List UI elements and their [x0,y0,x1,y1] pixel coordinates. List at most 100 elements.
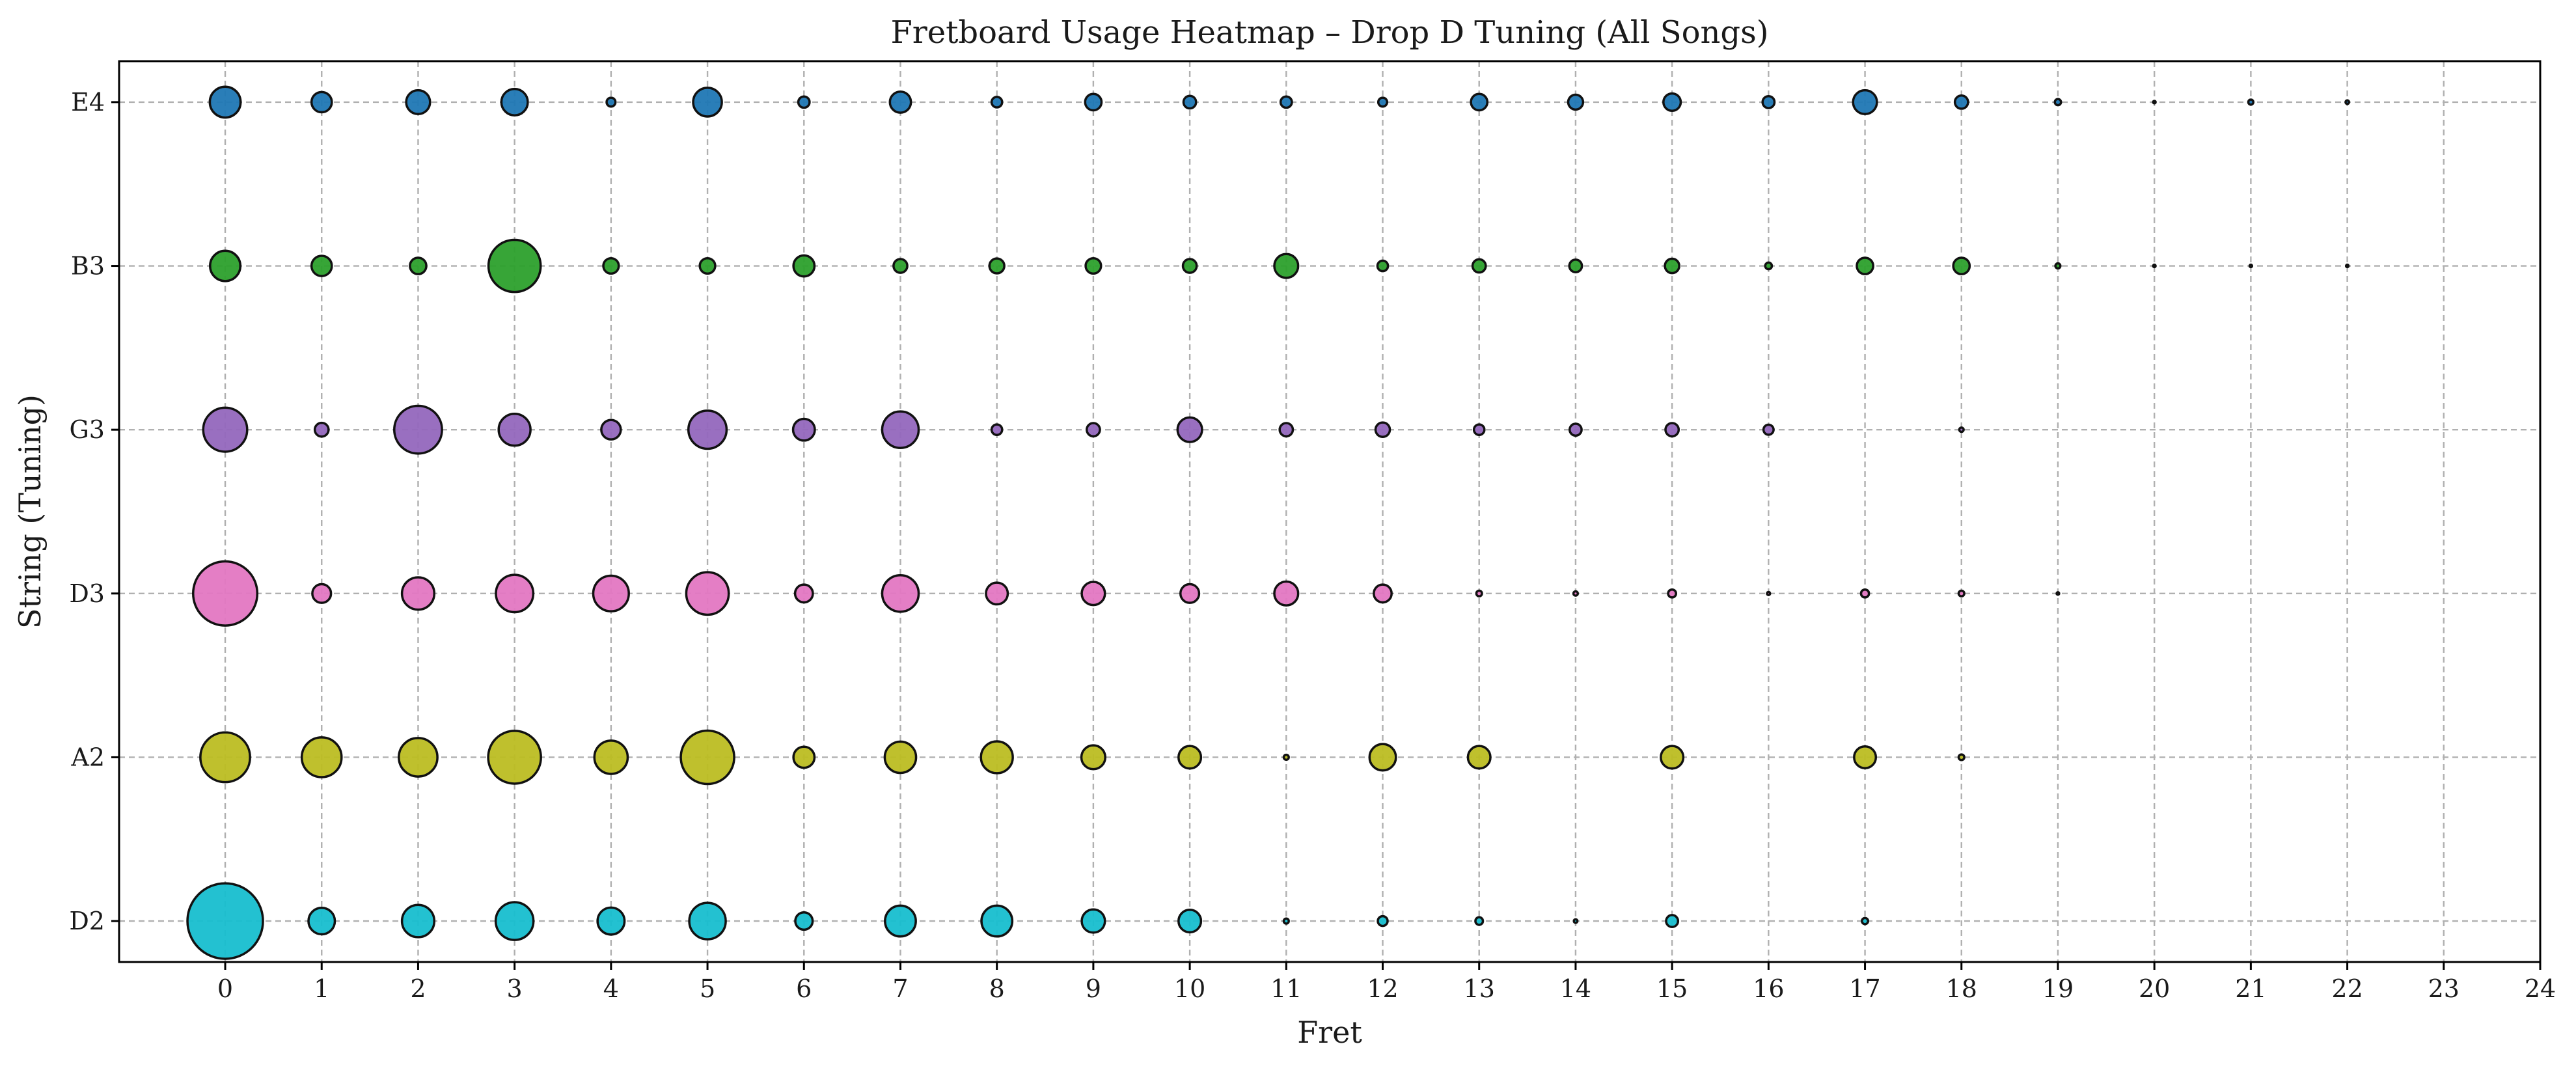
data-point-a2-fret-13 [1466,745,1492,770]
data-point-e4-fret-3 [500,87,529,117]
x-tick-label: 22 [2331,974,2363,1003]
data-point-e4-fret-21 [2247,98,2254,106]
data-point-e4-fret-22 [2344,99,2351,105]
y-tick-label: D3 [69,579,105,608]
data-point-g3-fret-10 [1176,416,1203,443]
data-point-d3-fret-12 [1373,583,1393,604]
data-point-e4-fret-9 [1084,92,1103,112]
x-tick-label: 14 [1560,974,1591,1003]
x-tick-label: 9 [1086,974,1101,1003]
data-point-d2-fret-2 [400,903,436,939]
data-point-d3-fret-19 [2055,591,2061,596]
data-point-d3-fret-14 [1572,590,1580,597]
data-point-g3-fret-12 [1374,421,1391,438]
data-point-e4-fret-16 [1761,94,1776,109]
x-tick-label: 8 [989,974,1005,1003]
data-point-d3-fret-8 [985,581,1009,606]
data-point-d2-fret-5 [688,901,727,941]
data-point-g3-fret-8 [990,423,1004,437]
y-tick-label: D2 [69,907,105,935]
data-points [186,85,2351,960]
data-point-b3-fret-20 [2152,263,2157,269]
data-point-d3-fret-1 [311,583,333,604]
data-point-g3-fret-11 [1278,422,1295,438]
x-tick-label: 19 [2042,974,2074,1003]
data-point-a2-fret-9 [1080,744,1106,771]
data-point-e4-fret-17 [1852,89,1878,115]
data-point-b3-fret-7 [892,258,909,274]
data-point-e4-fret-19 [2053,98,2062,107]
data-point-b3-fret-12 [1376,259,1390,273]
x-tick-label: 16 [1753,974,1784,1003]
data-point-b3-fret-15 [1664,257,1680,275]
data-point-a2-fret-0 [199,731,251,784]
data-point-b3-fret-11 [1273,253,1300,279]
x-tick-label: 20 [2139,974,2170,1003]
data-point-d2-fret-10 [1177,909,1203,934]
data-point-e4-fret-12 [1377,96,1389,108]
y-tick-label: E4 [71,88,105,117]
data-point-e4-fret-5 [692,87,723,118]
data-point-a2-fret-8 [980,740,1014,775]
y-axis-label: String (Tuning) [12,394,48,629]
data-point-b3-fret-21 [2248,263,2254,269]
x-tick-label: 7 [892,974,908,1003]
data-point-b3-fret-14 [1568,258,1583,273]
data-point-d3-fret-9 [1080,581,1106,607]
data-point-d3-fret-18 [1957,589,1966,598]
data-point-b3-fret-2 [409,256,428,275]
data-point-b3-fret-16 [1764,261,1774,271]
x-tick-label: 24 [2525,974,2556,1003]
x-tick-label: 11 [1270,974,1302,1003]
data-point-e4-fret-13 [1470,92,1489,112]
data-point-d2-fret-6 [794,911,814,931]
data-point-g3-fret-3 [497,412,532,447]
data-point-e4-fret-15 [1662,92,1682,112]
data-point-b3-fret-1 [310,254,333,277]
data-point-a2-fret-18 [1957,753,1966,762]
y-tick-label: B3 [71,252,105,281]
data-point-g3-fret-1 [313,421,330,438]
x-tick-label: 12 [1367,974,1398,1003]
data-point-d2-fret-17 [1861,916,1870,926]
data-point-a2-fret-11 [1282,753,1290,762]
data-point-b3-fret-10 [1181,258,1198,274]
data-point-a2-fret-17 [1853,745,1878,769]
data-point-d2-fret-9 [1080,908,1106,934]
data-point-d2-fret-3 [494,901,535,941]
data-point-d3-fret-15 [1667,588,1677,599]
data-point-e4-fret-2 [405,89,432,115]
data-point-e4-fret-1 [310,90,333,114]
x-tick-label: 2 [410,974,426,1003]
data-point-e4-fret-14 [1567,93,1585,111]
data-point-d3-fret-7 [881,574,920,613]
data-point-b3-fret-3 [487,238,542,294]
data-point-e4-fret-0 [208,85,242,119]
data-point-g3-fret-4 [600,419,622,441]
data-point-d3-fret-4 [592,574,630,612]
data-point-e4-fret-8 [990,96,1004,109]
data-point-g3-fret-2 [393,404,443,455]
data-point-a2-fret-1 [300,736,343,778]
data-point-d3-fret-0 [191,560,259,627]
data-point-b3-fret-13 [1471,258,1487,274]
data-point-e4-fret-6 [797,95,811,109]
data-point-g3-fret-16 [1762,423,1775,436]
data-point-a2-fret-12 [1368,743,1397,772]
data-point-a2-fret-3 [487,730,542,785]
x-tick-label: 15 [1656,974,1688,1003]
data-point-d2-fret-13 [1474,916,1485,926]
data-point-d2-fret-1 [307,907,336,936]
data-point-g3-fret-7 [881,410,920,449]
data-point-b3-fret-4 [602,256,620,275]
data-point-e4-fret-18 [1953,94,1969,110]
y-tick-label: G3 [69,415,105,444]
x-tick-label: 13 [1464,974,1495,1003]
y-tick-label: A2 [70,743,105,771]
data-point-d3-fret-6 [793,583,814,604]
chart-title: Fretboard Usage Heatmap – Drop D Tuning … [890,14,1768,51]
data-point-b3-fret-5 [698,256,717,275]
data-point-g3-fret-13 [1472,423,1486,437]
x-tick-label: 10 [1174,974,1205,1003]
x-tick-label: 1 [314,974,329,1003]
